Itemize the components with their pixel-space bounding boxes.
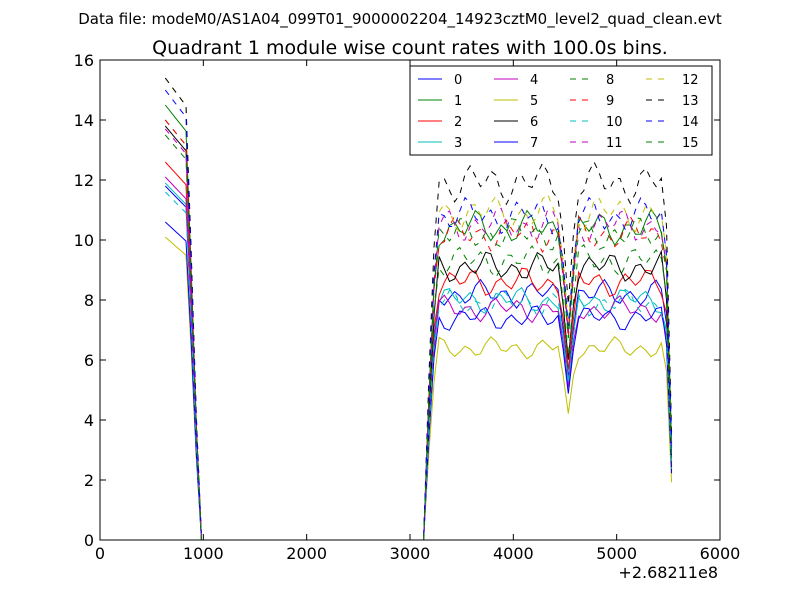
y-tick-label: 10 xyxy=(74,231,94,250)
chart-title: Quadrant 1 module wise count rates with … xyxy=(152,37,668,59)
legend-label-9: 9 xyxy=(606,94,614,109)
y-tick-label: 6 xyxy=(84,351,94,370)
series-line-9 xyxy=(164,119,673,541)
legend-label-6: 6 xyxy=(530,115,538,130)
legend-label-7: 7 xyxy=(530,136,538,151)
legend-box xyxy=(409,65,713,156)
x-tick-label: 1000 xyxy=(183,544,224,563)
x-tick-label: 0 xyxy=(95,544,105,563)
legend-label-2: 2 xyxy=(454,115,462,130)
x-tick-label: 2000 xyxy=(286,544,327,563)
legend-label-14: 14 xyxy=(682,115,699,130)
y-tick-label: 0 xyxy=(84,531,94,550)
y-tick-label: 16 xyxy=(74,51,94,70)
x-offset-label: +2.68211e8 xyxy=(618,563,718,582)
y-tick-label: 12 xyxy=(74,171,94,190)
series-line-14 xyxy=(164,89,673,541)
series-line-11 xyxy=(164,128,673,541)
legend-label-12: 12 xyxy=(682,73,699,88)
legend-label-0: 0 xyxy=(454,73,462,88)
chart-suptitle: Data file: modeM0/AS1A04_099T01_90000022… xyxy=(78,10,722,29)
legend-label-10: 10 xyxy=(606,115,623,130)
series-layer xyxy=(164,77,673,541)
legend-label-4: 4 xyxy=(530,73,538,88)
x-tick-label: 3000 xyxy=(390,544,431,563)
x-tick-label: 6000 xyxy=(700,544,741,563)
legend-label-8: 8 xyxy=(606,73,614,88)
y-tick-label: 2 xyxy=(84,471,94,490)
y-tick-label: 8 xyxy=(84,291,94,310)
y-tick-label: 4 xyxy=(84,411,94,430)
legend-label-13: 13 xyxy=(682,94,699,109)
legend-label-3: 3 xyxy=(454,136,462,151)
legend-label-5: 5 xyxy=(530,94,538,109)
x-tick-label: 4000 xyxy=(493,544,534,563)
x-tick-label: 5000 xyxy=(596,544,637,563)
legend-label-11: 11 xyxy=(606,136,623,151)
y-tick-label: 14 xyxy=(74,111,94,130)
legend-label-15: 15 xyxy=(682,136,699,151)
series-line-15 xyxy=(164,134,673,541)
legend-label-1: 1 xyxy=(454,94,462,109)
